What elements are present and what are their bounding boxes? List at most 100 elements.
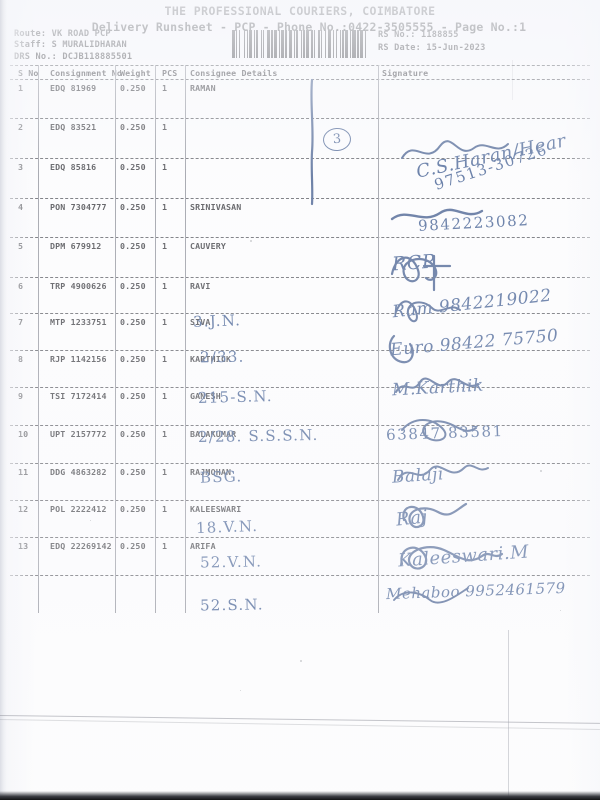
handwritten-signature: 9842223082	[417, 211, 530, 235]
cell-wt: 0.250	[120, 504, 146, 514]
table-row-rule	[10, 198, 590, 199]
handwritten-signature: RCP	[391, 250, 436, 276]
handwritten-signature: M.Karthik	[391, 375, 485, 401]
scan-speck	[90, 520, 91, 521]
cell-sno: 6	[18, 281, 24, 291]
handwritten-signature: C.S.Haran/Hear	[414, 130, 568, 183]
handwritten-signature: Raj	[394, 506, 429, 531]
cell-cons: EDQ 22269142	[50, 541, 112, 551]
handwritten-note: 52.S.N.	[199, 595, 264, 615]
cell-pcs: 1	[162, 391, 168, 401]
table-rule	[10, 65, 590, 66]
cell-cons: RJP 1142156	[50, 354, 107, 364]
table-rule	[10, 79, 590, 80]
cell-sno: 12	[18, 504, 29, 514]
table-row-rule	[10, 500, 590, 501]
cell-wt: 0.250	[120, 83, 146, 93]
cell-wt: 0.250	[120, 317, 146, 327]
cell-sno: 11	[18, 467, 29, 477]
pen-stroke-vertical	[310, 78, 314, 206]
scan-speck	[300, 660, 302, 662]
cell-wt: 0.250	[120, 241, 146, 251]
handwritten-signature: Euro 98422 75750	[389, 325, 560, 361]
cell-pcs: 1	[162, 504, 168, 514]
scan-speck	[250, 240, 252, 242]
cell-pcs: 1	[162, 281, 168, 291]
cell-cons: EDQ 81969	[50, 83, 97, 93]
cell-sno: 5	[18, 241, 24, 251]
cell-sno: 13	[18, 541, 29, 551]
circled-annotation: 3	[322, 127, 352, 152]
paper-fold-line	[0, 715, 600, 724]
table-row-rule	[10, 350, 590, 351]
column-header-pcs: PCS	[162, 68, 178, 78]
cell-pcs: 1	[162, 429, 168, 439]
table-column-divider	[38, 65, 39, 613]
rs-date-line: RS Date: 15-Jun-2023	[378, 42, 486, 53]
signature-ink-stroke	[402, 502, 468, 529]
cell-det: SRINIVASAN	[190, 202, 242, 212]
cell-det: CAUVERY	[190, 241, 227, 251]
cell-sno: 2	[18, 122, 24, 132]
handwritten-note: 52.V.N.	[199, 552, 263, 572]
cell-sno: 8	[18, 354, 24, 364]
table-row-rule	[10, 313, 590, 314]
cell-det: RAVI	[190, 281, 211, 291]
cell-wt: 0.250	[120, 354, 146, 364]
route-line: Route: VK ROAD PCP	[14, 29, 111, 39]
cell-det: SIVA	[190, 317, 211, 327]
handwritten-signature: 97513-30726	[432, 140, 551, 194]
handwritten-signature: Ram 9842219022	[391, 285, 553, 323]
cell-sno: 1	[18, 83, 24, 93]
table-row-rule	[10, 118, 590, 119]
scan-edge-shadow	[0, 0, 7, 800]
paper-vertical-fold-upper	[512, 60, 513, 100]
cell-det: RAMAN	[190, 83, 216, 93]
cell-pcs: 1	[162, 162, 168, 172]
cell-sno: 10	[18, 429, 29, 439]
signature-ink-stroke	[394, 377, 480, 394]
cell-sno: 7	[18, 317, 24, 327]
rs-number-line: RS No.: 1188855	[378, 30, 459, 40]
table-column-divider	[155, 65, 156, 613]
table-row-rule	[10, 463, 590, 464]
column-header-wt: Weight	[120, 68, 151, 78]
signature-ink-stroke	[401, 419, 477, 442]
table-column-divider	[378, 65, 379, 613]
table-row-rule	[10, 158, 590, 159]
cell-cons: UPT 2157772	[50, 429, 107, 439]
cell-wt: 0.250	[120, 122, 146, 132]
cell-sno: 9	[18, 391, 24, 401]
handwritten-signature: Mehaboo 9952461579	[385, 578, 566, 604]
table-row-rule	[10, 537, 590, 538]
cell-det: ARIFA	[190, 541, 216, 551]
scan-speck	[540, 470, 542, 472]
paper-fold-line-2	[0, 719, 600, 730]
cell-wt: 0.250	[120, 202, 146, 212]
column-header-cons: Consignment No	[50, 68, 123, 78]
company-title: THE PROFESSIONAL COURIERS, COIMBATORE	[164, 4, 436, 18]
cell-det: RAJMOHAN	[190, 467, 232, 477]
handwritten-note: 18.V.N.	[195, 516, 259, 538]
table-row-rule	[10, 387, 590, 388]
cell-pcs: 1	[162, 241, 168, 251]
table-row-rule	[10, 575, 590, 576]
scan-speck	[560, 610, 561, 611]
cell-wt: 0.250	[120, 541, 146, 551]
cell-cons: DPM 679912	[50, 241, 102, 251]
cell-pcs: 1	[162, 467, 168, 477]
cell-pcs: 1	[162, 83, 168, 93]
cell-pcs: 1	[162, 317, 168, 327]
cell-wt: 0.250	[120, 467, 146, 477]
signature-ink-stroke	[401, 140, 509, 159]
signature-ink-stroke	[390, 254, 452, 292]
handwritten-signature: Balaji	[391, 464, 445, 488]
cell-cons: DDG 4863282	[50, 467, 107, 477]
table-column-divider	[185, 65, 186, 613]
cell-det: GANESH	[190, 391, 221, 401]
handwritten-signature: Kaleeswari.M	[397, 541, 530, 572]
staff-line: Staff: S MURALIDHARAN	[14, 40, 127, 51]
cell-sno: 3	[18, 162, 24, 172]
table-row-rule	[10, 277, 590, 278]
cell-det: KALEESWARI	[190, 504, 242, 514]
